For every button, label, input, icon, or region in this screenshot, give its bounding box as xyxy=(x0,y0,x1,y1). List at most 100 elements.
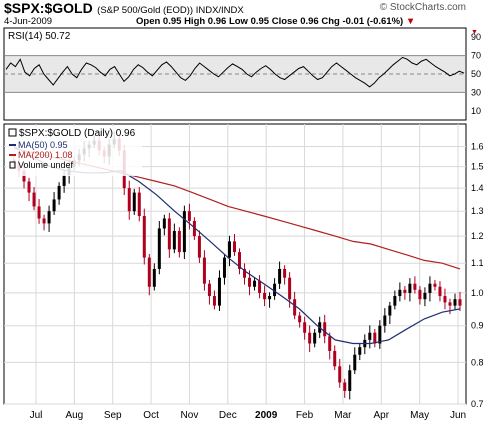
candle-body xyxy=(333,350,337,367)
candle-body xyxy=(162,218,166,229)
x-tick-label: Dec xyxy=(219,410,237,421)
ohlc-readout: Open 0.95 High 0.96 Low 0.95 Close 0.96 … xyxy=(136,16,415,27)
low-value: Low 0.95 xyxy=(228,16,270,27)
rsi-title: RSI(14) 50.72 xyxy=(8,31,71,42)
y-tick-label: 1.4 xyxy=(471,183,484,193)
x-tick-label: Jul xyxy=(30,410,43,421)
candle-body xyxy=(353,354,357,371)
candle-body xyxy=(167,218,171,250)
candle-body xyxy=(388,305,392,316)
x-tick-label: 2009 xyxy=(255,410,278,421)
rsi-tick-label: 50 xyxy=(471,69,481,79)
candle-body xyxy=(202,257,206,284)
candle-body xyxy=(52,199,56,212)
candle-body xyxy=(47,211,51,224)
candle-body xyxy=(142,216,146,258)
candle-body xyxy=(373,332,377,344)
candle-body xyxy=(137,192,141,217)
candle-body xyxy=(383,315,387,326)
x-tick-label: Aug xyxy=(65,410,83,421)
rsi-line xyxy=(5,56,465,88)
x-tick-label: May xyxy=(410,410,429,421)
price-title: $SPX:$GOLD (Daily) 0.96 xyxy=(19,128,136,139)
y-tick-label: 1.2 xyxy=(471,231,484,241)
candle-body xyxy=(268,296,272,300)
x-tick-label: Oct xyxy=(143,410,159,421)
candle-body xyxy=(288,277,292,300)
y-tick-label: 0.7 xyxy=(471,399,484,409)
candle-body xyxy=(27,181,31,193)
rsi-tick-label: 30 xyxy=(471,87,481,97)
chart-title: $SPX:$GOLD (S&P 500/Gold (EOD)) INDX/IND… xyxy=(4,0,244,18)
candle-body xyxy=(423,292,427,300)
rsi-title-bg xyxy=(6,30,96,41)
candle-body xyxy=(258,280,262,293)
candle-body xyxy=(222,257,226,278)
candle-body xyxy=(57,185,61,200)
candle-body xyxy=(182,211,186,253)
candle-body xyxy=(62,175,66,186)
candle-body xyxy=(127,188,131,212)
x-tick-label: Feb xyxy=(296,410,314,421)
rsi-tick-label: 90 xyxy=(471,32,481,42)
candle-body xyxy=(343,382,347,391)
candle-body xyxy=(378,325,382,344)
x-tick-label: Nov xyxy=(181,410,199,421)
y-tick-label: 1.5 xyxy=(471,162,484,172)
x-tick-label: Apr xyxy=(373,410,389,421)
candle-body xyxy=(408,283,412,293)
close-value: Close 0.96 xyxy=(271,16,319,27)
candle-body xyxy=(177,230,181,253)
symbol-description: (S&P 500/Gold (EOD)) INDX/INDX xyxy=(97,5,244,16)
candle-body xyxy=(348,370,352,391)
candle-body xyxy=(22,170,26,182)
candle-body xyxy=(398,289,402,297)
candle-body xyxy=(238,252,242,269)
candle-body xyxy=(263,292,267,300)
candle-body xyxy=(227,241,231,258)
candle-body xyxy=(413,283,417,290)
candle-body xyxy=(418,289,422,300)
candle-body xyxy=(132,192,136,212)
x-tick-label: Mar xyxy=(334,410,352,421)
legend-volume-icon xyxy=(9,161,16,169)
legend-candle-icon xyxy=(8,128,17,137)
candle-body xyxy=(187,211,191,221)
candle-body xyxy=(308,332,312,344)
candle-body xyxy=(278,268,282,284)
candle-body xyxy=(338,366,342,383)
candle-body xyxy=(328,336,332,351)
candle-body xyxy=(303,322,307,333)
x-tick-label: Jun xyxy=(450,410,466,421)
legend-volume: Volume undef xyxy=(18,160,74,170)
down-arrow-icon: ▼ xyxy=(405,16,416,27)
brand-label: © StockCharts.com xyxy=(379,2,466,13)
candle-body xyxy=(157,228,161,269)
rsi-tick-label: 70 xyxy=(471,51,481,61)
change-value: Chg -0.01 (-0.61%) xyxy=(321,16,404,27)
y-tick-label: 0.8 xyxy=(471,357,484,367)
candle-body xyxy=(37,206,41,219)
candle-body xyxy=(428,283,432,293)
rsi-arrow-icon: ▼ xyxy=(471,29,478,36)
open-value: Open 0.95 xyxy=(136,16,182,27)
candle-body xyxy=(273,283,277,297)
rsi-tick-label: 10 xyxy=(471,106,481,116)
legend-ma200: MA(200) 1.08 xyxy=(18,150,73,160)
y-tick-label: 1.1 xyxy=(471,258,484,268)
candle-body xyxy=(443,296,447,303)
candle-body xyxy=(403,289,407,293)
y-tick-label: 1.0 xyxy=(471,288,484,298)
candle-body xyxy=(283,268,287,278)
candle-body xyxy=(248,277,252,287)
candle-body xyxy=(448,302,452,306)
date-label: 4-Jun-2009 xyxy=(4,16,53,27)
candle-body xyxy=(368,332,372,340)
y-tick-label: 1.3 xyxy=(471,206,484,216)
y-tick-label: 1.6 xyxy=(471,142,484,152)
candle-body xyxy=(458,299,462,306)
candle-body xyxy=(293,299,297,316)
candle-body xyxy=(212,296,216,306)
candle-body xyxy=(217,277,221,306)
